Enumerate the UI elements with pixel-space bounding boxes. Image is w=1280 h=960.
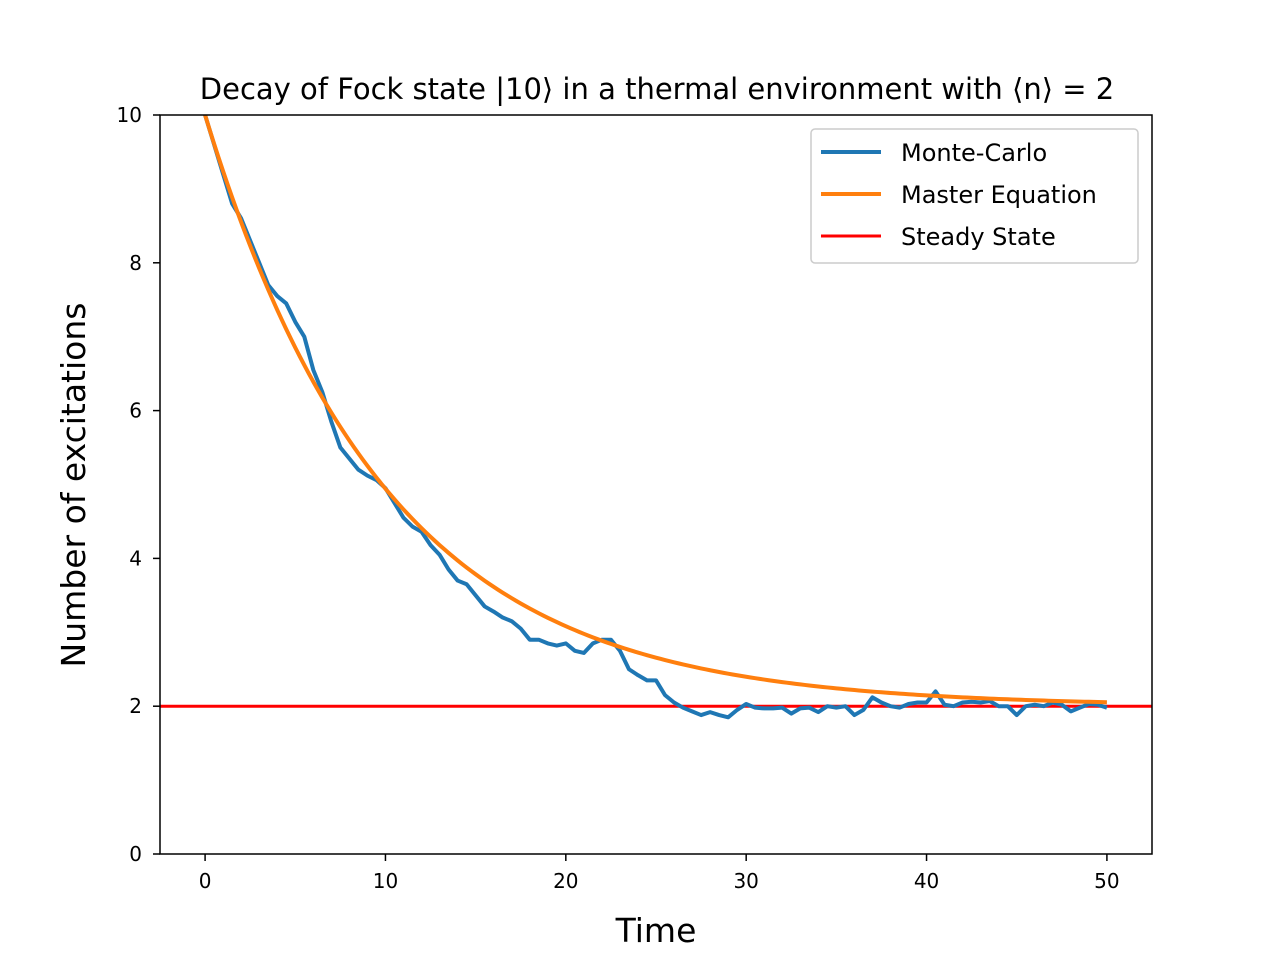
- y-tick-label: 6: [129, 399, 142, 423]
- x-tick-label: 10: [373, 869, 398, 893]
- x-tick-label: 20: [553, 869, 578, 893]
- y-axis-label: Number of excitations: [54, 303, 93, 668]
- y-tick-label: 4: [129, 546, 142, 570]
- series-master-equation-line: [203, 115, 1107, 705]
- y-tick-label: 2: [129, 694, 142, 718]
- legend: Monte-Carlo Master Equation Steady State: [810, 128, 1139, 264]
- y-tick-label: 0: [129, 842, 142, 866]
- legend-label-master-equation: Master Equation: [901, 181, 1097, 209]
- y-tick-label: 10: [117, 103, 142, 127]
- x-tick-label: 50: [1094, 869, 1119, 893]
- legend-box: [810, 128, 1139, 264]
- x-axis-ticks: 0 10 20 30 40 50: [199, 854, 1120, 893]
- legend-label-monte-carlo: Monte-Carlo: [901, 139, 1047, 167]
- x-axis-label: Time: [615, 911, 697, 950]
- x-tick-label: 30: [733, 869, 758, 893]
- chart-title: Decay of Fock state |10⟩ in a thermal en…: [200, 72, 1114, 106]
- legend-label-steady-state: Steady State: [901, 223, 1056, 251]
- y-tick-label: 8: [129, 251, 142, 275]
- series-layer: [160, 115, 1152, 720]
- x-tick-label: 40: [914, 869, 939, 893]
- x-tick-label: 0: [199, 869, 212, 893]
- y-axis-ticks: 0 2 4 6 8 10: [117, 103, 160, 866]
- series-monte-carlo-line: [203, 115, 1108, 720]
- plot-border: [159, 114, 1153, 855]
